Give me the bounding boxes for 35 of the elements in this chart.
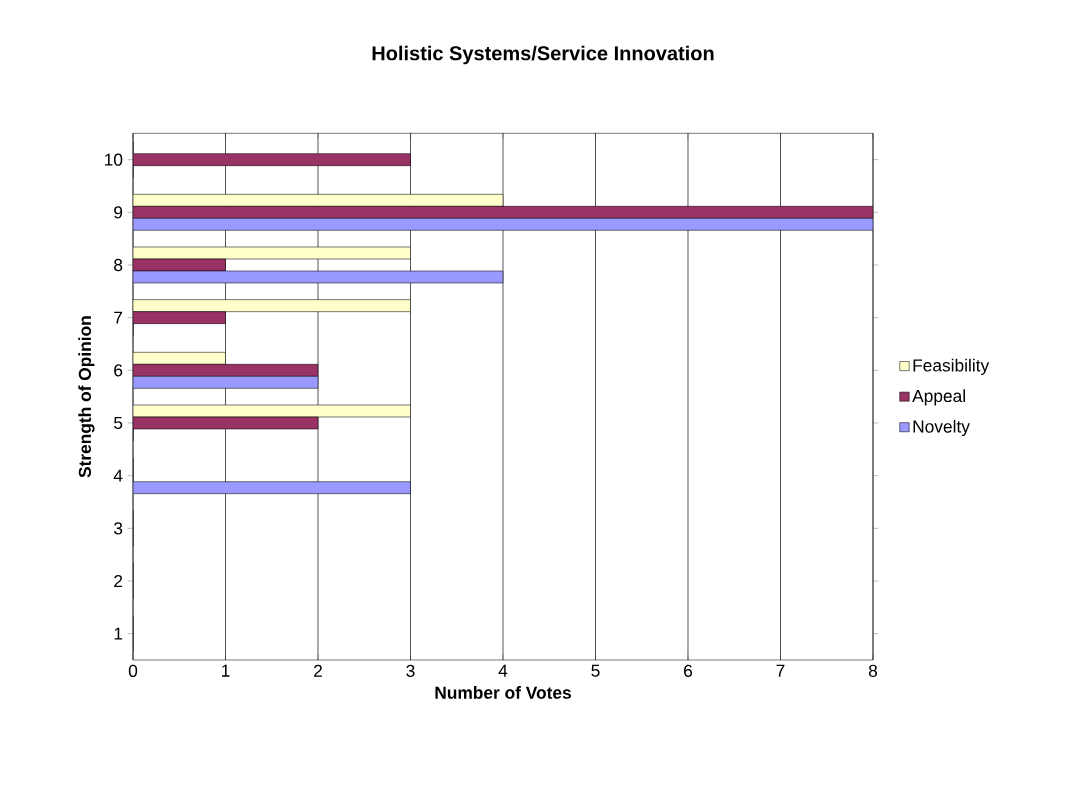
y-tick-label: 6: [114, 364, 123, 377]
y-axis-title: Strength of Opinion: [78, 316, 95, 478]
x-tick-label: 5: [591, 664, 600, 677]
x-tick-label: 4: [498, 664, 508, 677]
legend-label: Novelty: [913, 419, 970, 437]
legend-label: Appeal: [912, 389, 965, 406]
legend-label: Feasibility: [913, 358, 990, 375]
x-axis-title: Number of Votes: [435, 686, 571, 699]
x-tick-label: 8: [868, 664, 878, 677]
x-tick-label: 1: [222, 664, 230, 677]
bar: [133, 311, 226, 324]
x-tick-label: 2: [314, 664, 322, 677]
chart-title: Holistic Systems/Service Innovation: [372, 45, 714, 65]
bar: [133, 481, 411, 494]
y-tick-label: 4: [113, 469, 123, 482]
x-tick-label: 6: [684, 664, 693, 677]
bar: [133, 364, 319, 377]
y-tick-label: 1: [114, 627, 123, 640]
y-tick-label: 9: [114, 206, 123, 219]
x-tick-label: 3: [406, 664, 415, 677]
bar: [133, 352, 226, 365]
bar: [133, 299, 411, 312]
y-tick-label: 5: [114, 416, 123, 430]
bar: [133, 206, 873, 219]
y-tick-label: 2: [114, 574, 123, 588]
bar: [133, 218, 873, 231]
y-tick-label: 7: [114, 311, 123, 324]
x-tick-label: 7: [776, 664, 785, 677]
x-tick-label: 0: [128, 664, 138, 677]
bar: [133, 376, 319, 389]
bar: [133, 194, 504, 207]
bar: [133, 153, 411, 166]
y-tick-label: 8: [114, 258, 123, 272]
y-tick-label: 3: [113, 522, 123, 535]
y-tick-label: 10: [105, 153, 123, 166]
